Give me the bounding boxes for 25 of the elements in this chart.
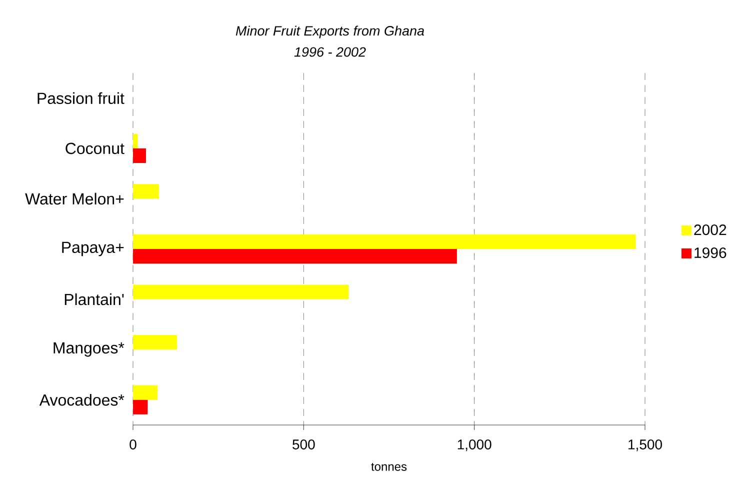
bar bbox=[133, 148, 146, 164]
x-tick-label: 1,500 bbox=[628, 440, 662, 452]
x-tick-label: 1,000 bbox=[458, 440, 492, 452]
x-tick-label: 0 bbox=[130, 440, 136, 450]
bar bbox=[133, 400, 148, 414]
bar bbox=[133, 134, 138, 148]
bar bbox=[133, 385, 158, 400]
bar bbox=[133, 234, 636, 249]
bar bbox=[133, 334, 178, 350]
bar bbox=[133, 284, 349, 300]
y-tick-label: Plantain' bbox=[64, 293, 124, 306]
chart-subtitle: 1996 - 2002 bbox=[294, 47, 366, 57]
y-tick-label: Papaya+ bbox=[62, 242, 124, 256]
legend-label: 2002 bbox=[694, 224, 726, 236]
chart-title: Minor Fruit Exports from Ghana bbox=[236, 26, 424, 38]
y-tick-label: Avocadoes* bbox=[39, 394, 124, 406]
y-tick-label: Water Melon+ bbox=[25, 192, 124, 205]
bar bbox=[133, 184, 159, 199]
y-tick-label: Mangoes* bbox=[54, 342, 124, 357]
bar bbox=[133, 248, 457, 264]
legend-label: 1996 bbox=[694, 247, 726, 258]
x-axis-title: tonnes bbox=[371, 462, 407, 471]
x-tick-label: 500 bbox=[292, 440, 315, 450]
y-tick-label: Coconut bbox=[66, 142, 124, 154]
y-tick-label: Passion fruit bbox=[38, 92, 124, 104]
